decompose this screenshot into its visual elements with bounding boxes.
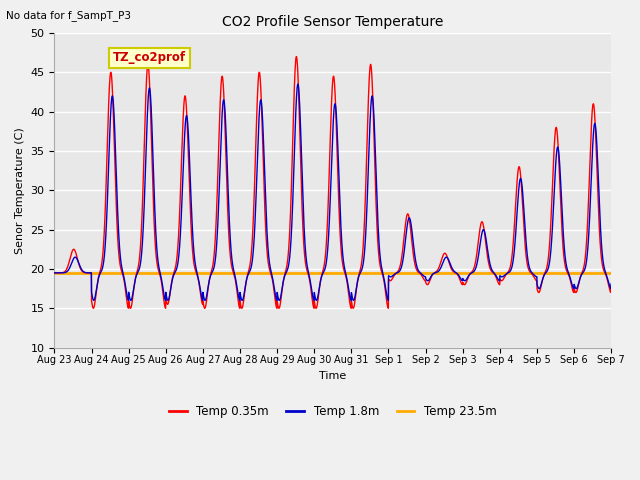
Text: No data for f_SampT_P3: No data for f_SampT_P3: [6, 10, 131, 21]
Y-axis label: Senor Temperature (C): Senor Temperature (C): [15, 127, 25, 253]
Legend: Temp 0.35m, Temp 1.8m, Temp 23.5m: Temp 0.35m, Temp 1.8m, Temp 23.5m: [164, 401, 501, 423]
Title: CO2 Profile Sensor Temperature: CO2 Profile Sensor Temperature: [222, 15, 444, 29]
Text: TZ_co2prof: TZ_co2prof: [113, 51, 186, 64]
X-axis label: Time: Time: [319, 371, 346, 381]
